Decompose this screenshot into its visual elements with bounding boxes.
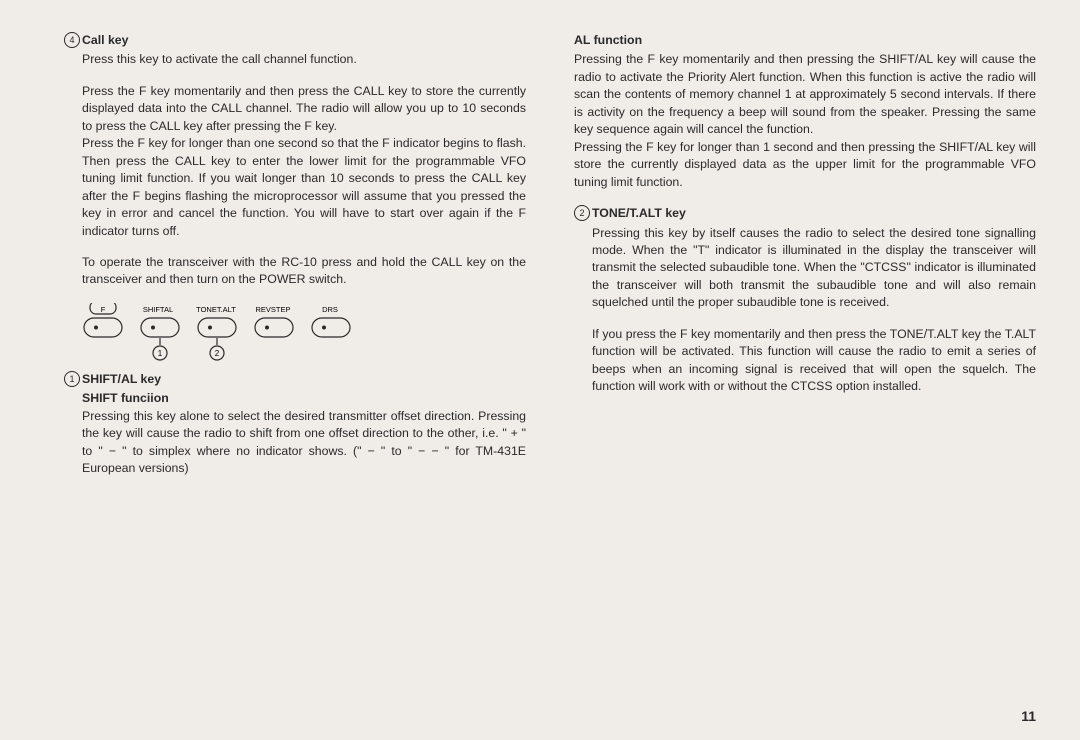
body-text: To operate the transceiver with the RC-1… — [82, 254, 526, 289]
heading-tone: TONE/T.ALT key — [592, 205, 1036, 222]
sub-shift: SHIFT funciion — [82, 390, 526, 407]
svg-text:2: 2 — [215, 349, 220, 358]
body-text: Press this key to activate the call chan… — [82, 51, 526, 68]
svg-text:F: F — [101, 305, 106, 314]
svg-text:REVSTEP: REVSTEP — [255, 305, 290, 314]
key-diagram: F SHIFTAL TONET.ALT REVSTEP DRS — [64, 303, 526, 363]
page-number: 11 — [1021, 708, 1036, 724]
body-text: Pressing the F key momentarily and then … — [574, 51, 1036, 191]
svg-text:DRS: DRS — [322, 305, 338, 314]
heading-call-key: Call key — [82, 32, 526, 49]
body-text: Pressing this key by itself causes the r… — [592, 225, 1036, 312]
body-text: If you press the F key momentarily and t… — [592, 326, 1036, 396]
body-text: Pressing this key alone to select the de… — [82, 408, 526, 478]
heading-al: AL function — [574, 32, 1036, 49]
body-text: Press the F key momentarily and then pre… — [82, 83, 526, 240]
svg-text:TONET.ALT: TONET.ALT — [196, 305, 236, 314]
heading-shift-al: SHIFT/AL key — [82, 371, 526, 388]
svg-text:SHIFTAL: SHIFTAL — [143, 305, 173, 314]
svg-text:1: 1 — [158, 349, 163, 358]
